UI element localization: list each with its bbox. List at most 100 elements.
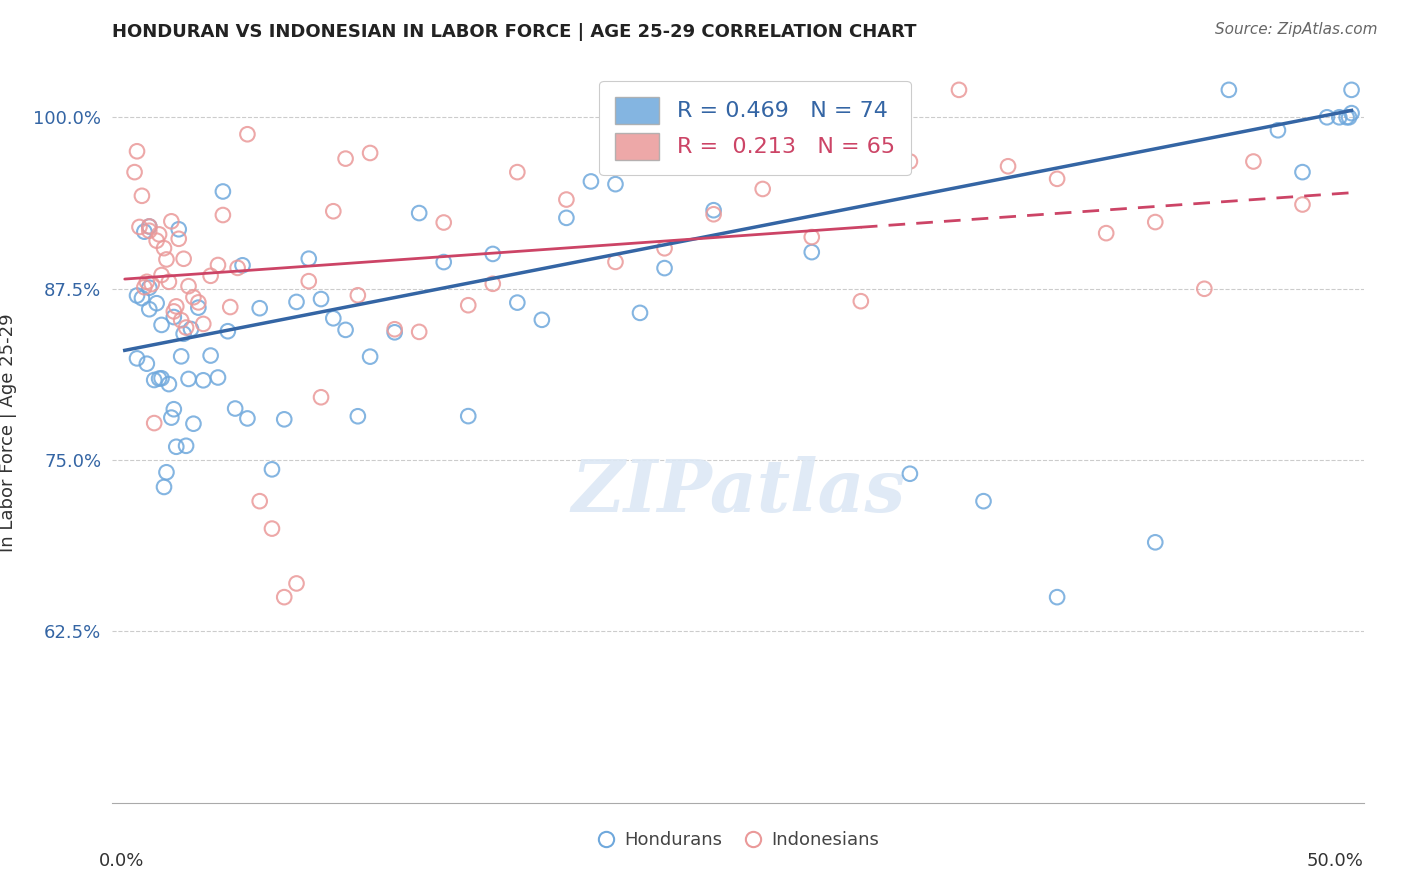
Hondurans bbox=[555, 211, 578, 225]
Indonesians bbox=[1046, 171, 1069, 186]
Hondurans bbox=[153, 480, 176, 494]
Hondurans bbox=[249, 301, 271, 316]
Hondurans bbox=[170, 349, 193, 363]
Hondurans bbox=[309, 292, 332, 306]
Hondurans bbox=[751, 145, 773, 159]
Hondurans bbox=[408, 206, 430, 220]
Hondurans bbox=[145, 296, 167, 310]
Legend: Hondurans, Indonesians: Hondurans, Indonesians bbox=[591, 824, 886, 856]
Indonesians bbox=[1144, 215, 1167, 229]
Indonesians bbox=[506, 165, 529, 179]
Hondurans bbox=[1267, 123, 1289, 137]
Indonesians bbox=[131, 189, 153, 203]
Y-axis label: In Labor Force | Age 25-29: In Labor Force | Age 25-29 bbox=[0, 313, 17, 552]
Indonesians bbox=[219, 300, 242, 314]
Hondurans bbox=[481, 247, 503, 261]
Indonesians bbox=[138, 219, 160, 234]
Indonesians bbox=[654, 241, 676, 255]
Hondurans bbox=[1316, 110, 1339, 124]
Indonesians bbox=[309, 390, 332, 404]
Indonesians bbox=[335, 152, 357, 166]
Indonesians bbox=[273, 590, 295, 604]
Hondurans bbox=[703, 203, 725, 218]
Hondurans bbox=[1291, 165, 1313, 179]
Hondurans bbox=[359, 350, 381, 364]
Indonesians bbox=[134, 280, 156, 294]
Hondurans bbox=[973, 494, 995, 508]
Hondurans bbox=[125, 288, 148, 302]
Hondurans bbox=[143, 373, 166, 387]
Indonesians bbox=[212, 208, 235, 222]
Hondurans bbox=[384, 326, 406, 340]
Hondurans bbox=[628, 306, 651, 320]
Indonesians bbox=[138, 224, 160, 238]
Indonesians bbox=[207, 258, 229, 272]
Hondurans bbox=[138, 302, 160, 317]
Indonesians bbox=[125, 145, 148, 159]
Hondurans bbox=[231, 258, 253, 272]
Hondurans bbox=[433, 255, 456, 269]
Indonesians bbox=[236, 127, 259, 141]
Hondurans bbox=[155, 465, 177, 479]
Indonesians bbox=[751, 182, 773, 196]
Hondurans bbox=[322, 311, 344, 326]
Indonesians bbox=[1291, 197, 1313, 211]
Hondurans bbox=[1340, 106, 1362, 120]
Hondurans bbox=[800, 245, 823, 260]
Hondurans bbox=[165, 440, 187, 454]
Hondurans bbox=[173, 326, 195, 341]
Hondurans bbox=[898, 467, 921, 481]
Indonesians bbox=[155, 252, 177, 267]
Indonesians bbox=[408, 325, 430, 339]
Indonesians bbox=[703, 207, 725, 221]
Hondurans bbox=[457, 409, 479, 424]
Hondurans bbox=[217, 324, 239, 338]
Hondurans bbox=[200, 349, 222, 363]
Hondurans bbox=[347, 409, 370, 424]
Indonesians bbox=[173, 252, 195, 266]
Hondurans bbox=[1144, 535, 1167, 549]
Hondurans bbox=[530, 313, 553, 327]
Indonesians bbox=[249, 494, 271, 508]
Hondurans bbox=[180, 322, 202, 336]
Hondurans bbox=[506, 295, 529, 310]
Indonesians bbox=[384, 322, 406, 336]
Hondurans bbox=[131, 291, 153, 305]
Hondurans bbox=[285, 294, 308, 309]
Indonesians bbox=[322, 204, 344, 219]
Indonesians bbox=[124, 165, 146, 179]
Text: ZIPatlas: ZIPatlas bbox=[571, 457, 905, 527]
Hondurans bbox=[273, 412, 295, 426]
Indonesians bbox=[167, 232, 190, 246]
Hondurans bbox=[1336, 110, 1358, 124]
Hondurans bbox=[138, 219, 160, 234]
Indonesians bbox=[948, 83, 970, 97]
Indonesians bbox=[163, 304, 186, 318]
Hondurans bbox=[125, 351, 148, 366]
Indonesians bbox=[605, 255, 627, 269]
Indonesians bbox=[1241, 154, 1264, 169]
Hondurans bbox=[1046, 590, 1069, 604]
Hondurans bbox=[135, 357, 157, 371]
Indonesians bbox=[148, 227, 170, 242]
Text: 50.0%: 50.0% bbox=[1308, 852, 1364, 870]
Hondurans bbox=[177, 372, 200, 386]
Indonesians bbox=[183, 290, 205, 304]
Indonesians bbox=[193, 317, 215, 331]
Hondurans bbox=[1329, 110, 1351, 124]
Indonesians bbox=[141, 277, 163, 292]
Hondurans bbox=[138, 281, 160, 295]
Hondurans bbox=[150, 318, 173, 332]
Text: 0.0%: 0.0% bbox=[98, 852, 143, 870]
Indonesians bbox=[359, 146, 381, 161]
Hondurans bbox=[1218, 83, 1240, 97]
Hondurans bbox=[134, 225, 156, 239]
Indonesians bbox=[260, 522, 283, 536]
Indonesians bbox=[898, 154, 921, 169]
Hondurans bbox=[579, 174, 602, 188]
Hondurans bbox=[157, 377, 180, 392]
Hondurans bbox=[174, 439, 197, 453]
Hondurans bbox=[212, 185, 235, 199]
Text: Source: ZipAtlas.com: Source: ZipAtlas.com bbox=[1215, 22, 1378, 37]
Indonesians bbox=[128, 219, 150, 234]
